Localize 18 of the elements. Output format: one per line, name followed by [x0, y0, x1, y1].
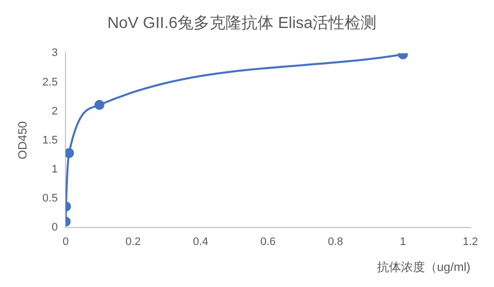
x-tick-label: 0.8: [328, 236, 344, 248]
x-tick-label: 0.6: [260, 236, 276, 248]
y-tick-label: 3: [52, 47, 58, 60]
y-tick-label: 1.5: [42, 134, 58, 146]
y-tick-label: 2: [52, 105, 58, 118]
y-tick-label: 0: [52, 221, 58, 234]
x-axis-title: 抗体浓度（ug/ml): [377, 260, 470, 274]
chart-title: NoV GII.6兔多克隆抗体 Elisa活性检测: [107, 14, 377, 32]
x-tick-label: 0.2: [125, 236, 141, 248]
y-tick-label: 1: [52, 163, 58, 176]
x-tick-label: 1.2: [462, 236, 478, 248]
x-tick-label: 0: [62, 236, 69, 248]
x-tick-label: 0.4: [192, 236, 208, 248]
y-tick-label: 2.5: [42, 76, 58, 88]
x-tick-label: 1: [400, 236, 406, 248]
y-axis-title: OD450: [16, 120, 30, 160]
point: [66, 148, 74, 158]
y-tick-label: 0.5: [42, 192, 58, 204]
